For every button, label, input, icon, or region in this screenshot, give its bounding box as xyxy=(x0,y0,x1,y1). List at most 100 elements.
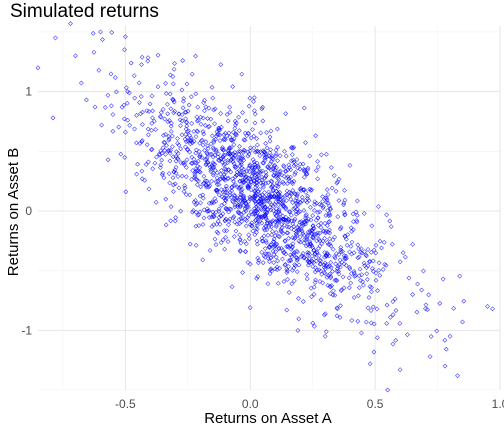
data-point xyxy=(364,271,370,277)
data-point xyxy=(247,148,253,154)
data-point xyxy=(260,118,266,124)
data-point xyxy=(162,147,168,153)
data-point xyxy=(312,280,318,286)
data-point xyxy=(341,261,347,267)
data-point xyxy=(440,276,446,282)
data-point xyxy=(253,217,258,223)
data-point xyxy=(242,148,248,153)
data-point xyxy=(447,333,453,339)
data-point xyxy=(276,176,282,182)
data-point xyxy=(225,157,231,163)
data-point xyxy=(166,133,172,139)
data-point xyxy=(255,173,261,178)
data-point xyxy=(243,249,249,254)
data-point xyxy=(254,136,260,142)
data-point xyxy=(168,218,174,224)
data-point xyxy=(249,220,255,226)
data-point xyxy=(209,224,215,229)
data-point xyxy=(165,111,171,117)
data-point xyxy=(216,132,221,137)
data-point xyxy=(182,144,188,150)
data-point xyxy=(267,271,273,277)
data-point xyxy=(366,295,372,300)
data-point xyxy=(288,167,294,173)
data-point xyxy=(163,131,169,137)
data-point xyxy=(262,227,268,233)
data-point xyxy=(373,242,379,248)
data-point xyxy=(200,257,206,263)
data-point xyxy=(423,306,428,312)
data-point xyxy=(203,139,209,145)
data-point xyxy=(233,131,239,136)
data-point xyxy=(225,239,231,245)
data-point xyxy=(256,214,262,219)
data-point xyxy=(112,75,118,80)
data-point xyxy=(350,211,356,217)
data-point xyxy=(379,245,384,251)
data-point xyxy=(240,180,246,185)
data-point xyxy=(238,240,244,246)
data-point xyxy=(299,223,305,229)
data-point xyxy=(225,206,230,212)
data-point xyxy=(277,181,282,187)
data-point xyxy=(323,329,329,335)
data-point xyxy=(287,178,292,184)
data-point xyxy=(221,147,226,153)
data-point xyxy=(176,142,182,148)
data-point xyxy=(322,220,328,226)
data-point xyxy=(189,177,195,182)
data-point xyxy=(252,162,258,168)
data-point xyxy=(204,151,210,157)
data-point xyxy=(236,217,242,222)
data-point xyxy=(287,243,293,249)
data-point xyxy=(255,164,261,170)
data-point xyxy=(383,262,389,268)
data-point xyxy=(359,272,365,278)
data-point xyxy=(304,272,310,278)
data-point xyxy=(414,309,420,315)
data-point xyxy=(163,196,169,202)
data-point xyxy=(211,107,217,113)
data-point xyxy=(270,228,275,234)
data-point xyxy=(139,139,145,145)
data-point xyxy=(311,226,317,231)
data-point xyxy=(184,123,190,129)
data-point xyxy=(242,198,248,204)
data-point xyxy=(197,140,203,146)
data-point xyxy=(146,132,151,138)
data-point xyxy=(340,249,345,254)
data-point xyxy=(340,274,346,280)
data-point xyxy=(370,304,376,310)
data-point xyxy=(268,194,273,200)
data-point xyxy=(300,187,306,193)
data-point xyxy=(405,332,410,338)
data-point xyxy=(154,154,159,160)
x-axis-ticks: -0.5 0.0 0.5 1.0 xyxy=(115,397,504,411)
data-point xyxy=(227,192,233,198)
data-point xyxy=(357,266,363,272)
data-point xyxy=(160,145,166,151)
data-point xyxy=(220,154,226,160)
data-point xyxy=(212,121,218,127)
data-point xyxy=(203,104,209,110)
data-point xyxy=(210,154,216,160)
data-point xyxy=(367,284,373,289)
data-point xyxy=(318,225,324,230)
data-point xyxy=(320,204,326,210)
data-point xyxy=(266,189,272,195)
data-point xyxy=(358,246,364,251)
data-point xyxy=(485,304,490,309)
data-point xyxy=(258,130,264,136)
data-point xyxy=(195,104,201,110)
data-point xyxy=(237,184,243,190)
data-point xyxy=(271,172,277,178)
data-point xyxy=(204,178,210,184)
data-point xyxy=(318,297,324,303)
data-point xyxy=(371,247,377,253)
data-point xyxy=(300,299,306,304)
data-point xyxy=(211,137,217,143)
data-point xyxy=(196,117,201,123)
data-point xyxy=(102,105,108,110)
data-point xyxy=(162,116,168,122)
data-point xyxy=(139,168,145,174)
